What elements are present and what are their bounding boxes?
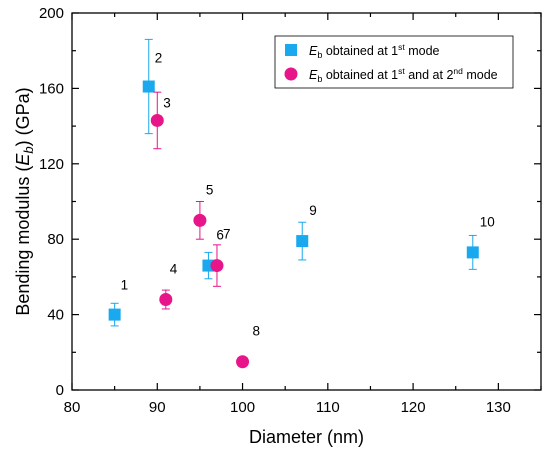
series-layer: 1 2 6 9 10 3 4 5 7 8 [108, 38, 495, 369]
legend: Eb obtained at 1st mode Eb obtained at 1s… [274, 35, 514, 89]
x-tick-label: 90 [149, 399, 166, 416]
point-label: 2 [155, 51, 163, 66]
data-point-circle [210, 259, 224, 273]
point-label: 1 [121, 278, 129, 293]
point-label: 6 [216, 228, 224, 243]
data-point-square [108, 308, 121, 321]
point-label: 3 [163, 95, 171, 110]
data-point-square [296, 235, 309, 248]
data-point-circle [159, 293, 173, 307]
point-label: 5 [206, 182, 214, 197]
x-tick-label: 80 [64, 399, 81, 416]
y-tick-label: 40 [47, 307, 64, 324]
y-tick-label: 200 [39, 5, 64, 22]
y-tick-label: 160 [39, 80, 64, 97]
y-axis-title: Bending modulus (Eb) (GPa) [13, 87, 36, 315]
data-point-square [142, 80, 155, 93]
x-tick-label: 100 [230, 399, 255, 416]
legend-marker-circle [284, 67, 298, 81]
point-label: 4 [170, 262, 178, 277]
y-tick-label: 120 [39, 156, 64, 173]
data-point-circle [236, 355, 250, 369]
point-label: 10 [480, 214, 495, 229]
x-tick-label: 110 [316, 399, 340, 416]
y-tick-label: 0 [56, 382, 64, 399]
x-tick-label: 130 [486, 399, 511, 416]
legend-label: Eb obtained at 1st mode [309, 42, 440, 60]
legend-box [274, 35, 514, 89]
series-circles: 3 4 5 7 8 [150, 91, 261, 369]
data-point-square [466, 246, 479, 259]
legend-marker-square [285, 44, 297, 56]
x-tick-label: 120 [401, 399, 426, 416]
point-label: 9 [309, 203, 317, 218]
data-point-circle [150, 113, 164, 127]
x-axis-title: Diameter (nm) [249, 427, 364, 447]
legend-label: Eb obtained at 1st and at 2nd mode [309, 66, 498, 84]
y-tick-label: 80 [47, 231, 64, 248]
data-point-circle [193, 213, 207, 227]
point-label: 7 [223, 227, 231, 242]
point-label: 8 [253, 324, 261, 339]
